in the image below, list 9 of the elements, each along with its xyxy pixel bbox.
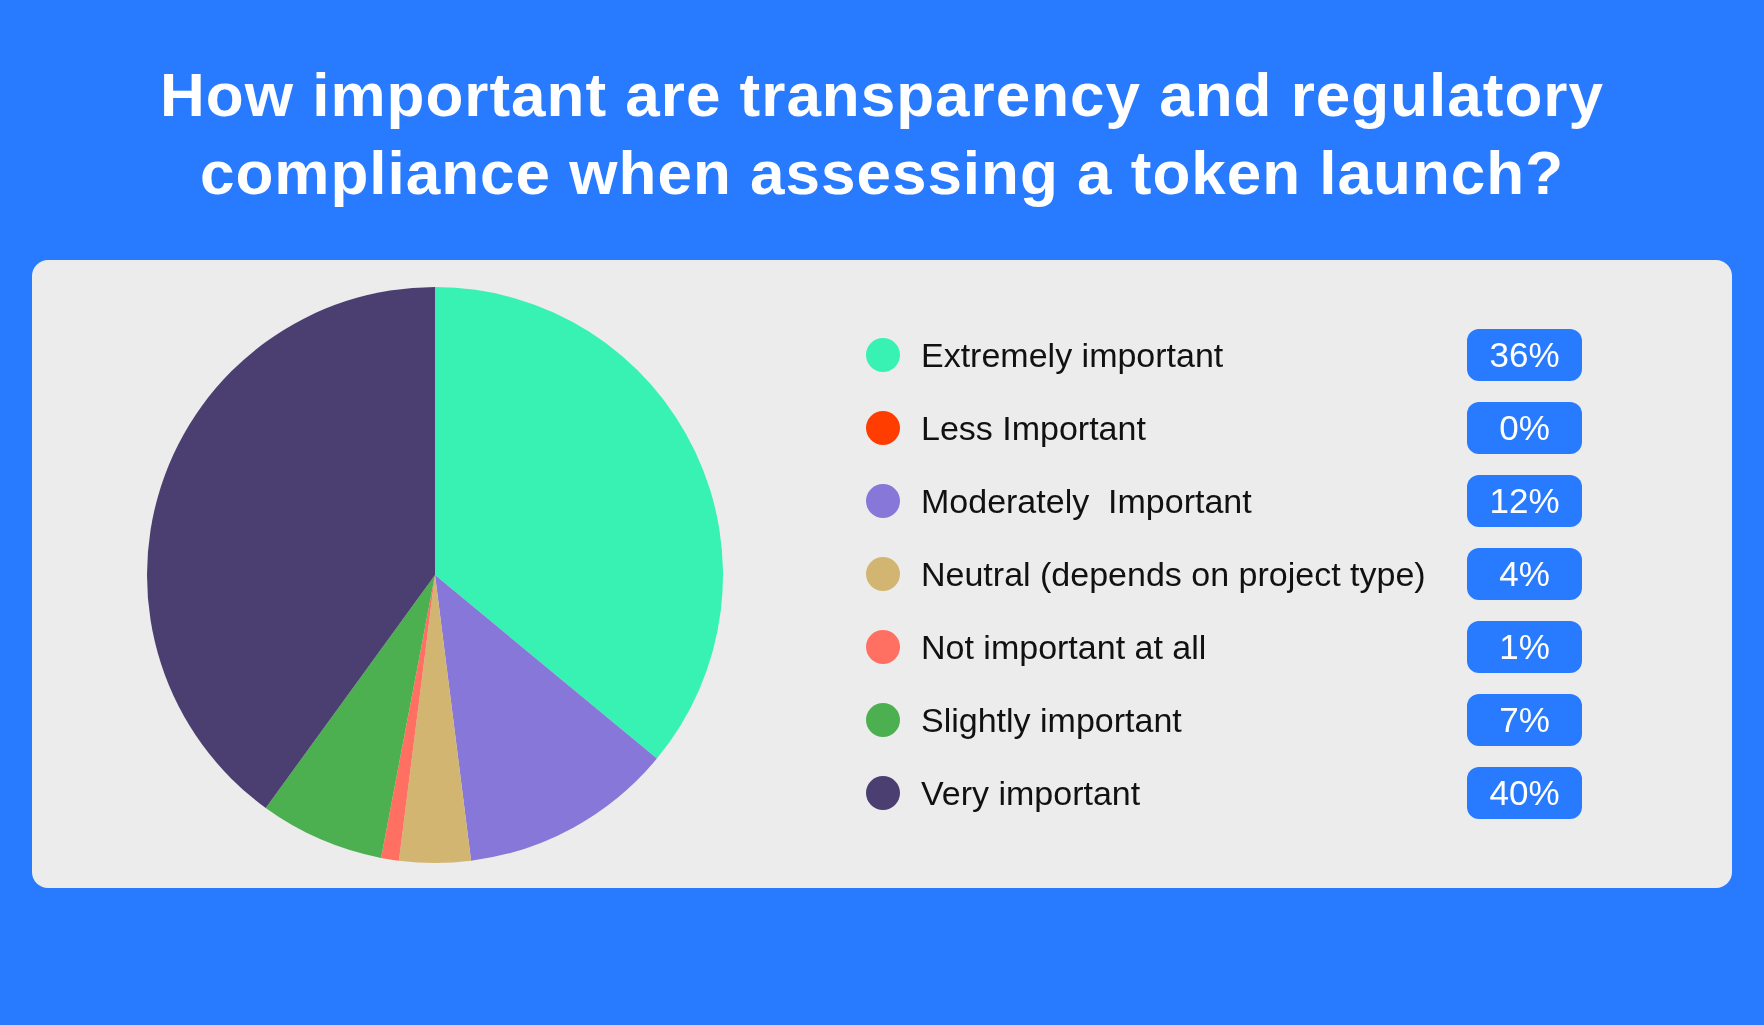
- text: 0%: [1499, 408, 1550, 447]
- legend-label: Extremely important: [921, 335, 1224, 376]
- legend-label: Neutral (depends on project type): [921, 554, 1426, 595]
- legend-label: Not important at all: [921, 627, 1207, 668]
- legend-label: Less Important: [921, 408, 1146, 449]
- legend-label: Very important: [921, 773, 1141, 814]
- legend-label: Slightly important: [921, 700, 1182, 741]
- chart-title: How important are transparency and regulatory compliance when assessing a token launch?: [159, 59, 1605, 209]
- legend-label: Moderately Important: [921, 481, 1252, 522]
